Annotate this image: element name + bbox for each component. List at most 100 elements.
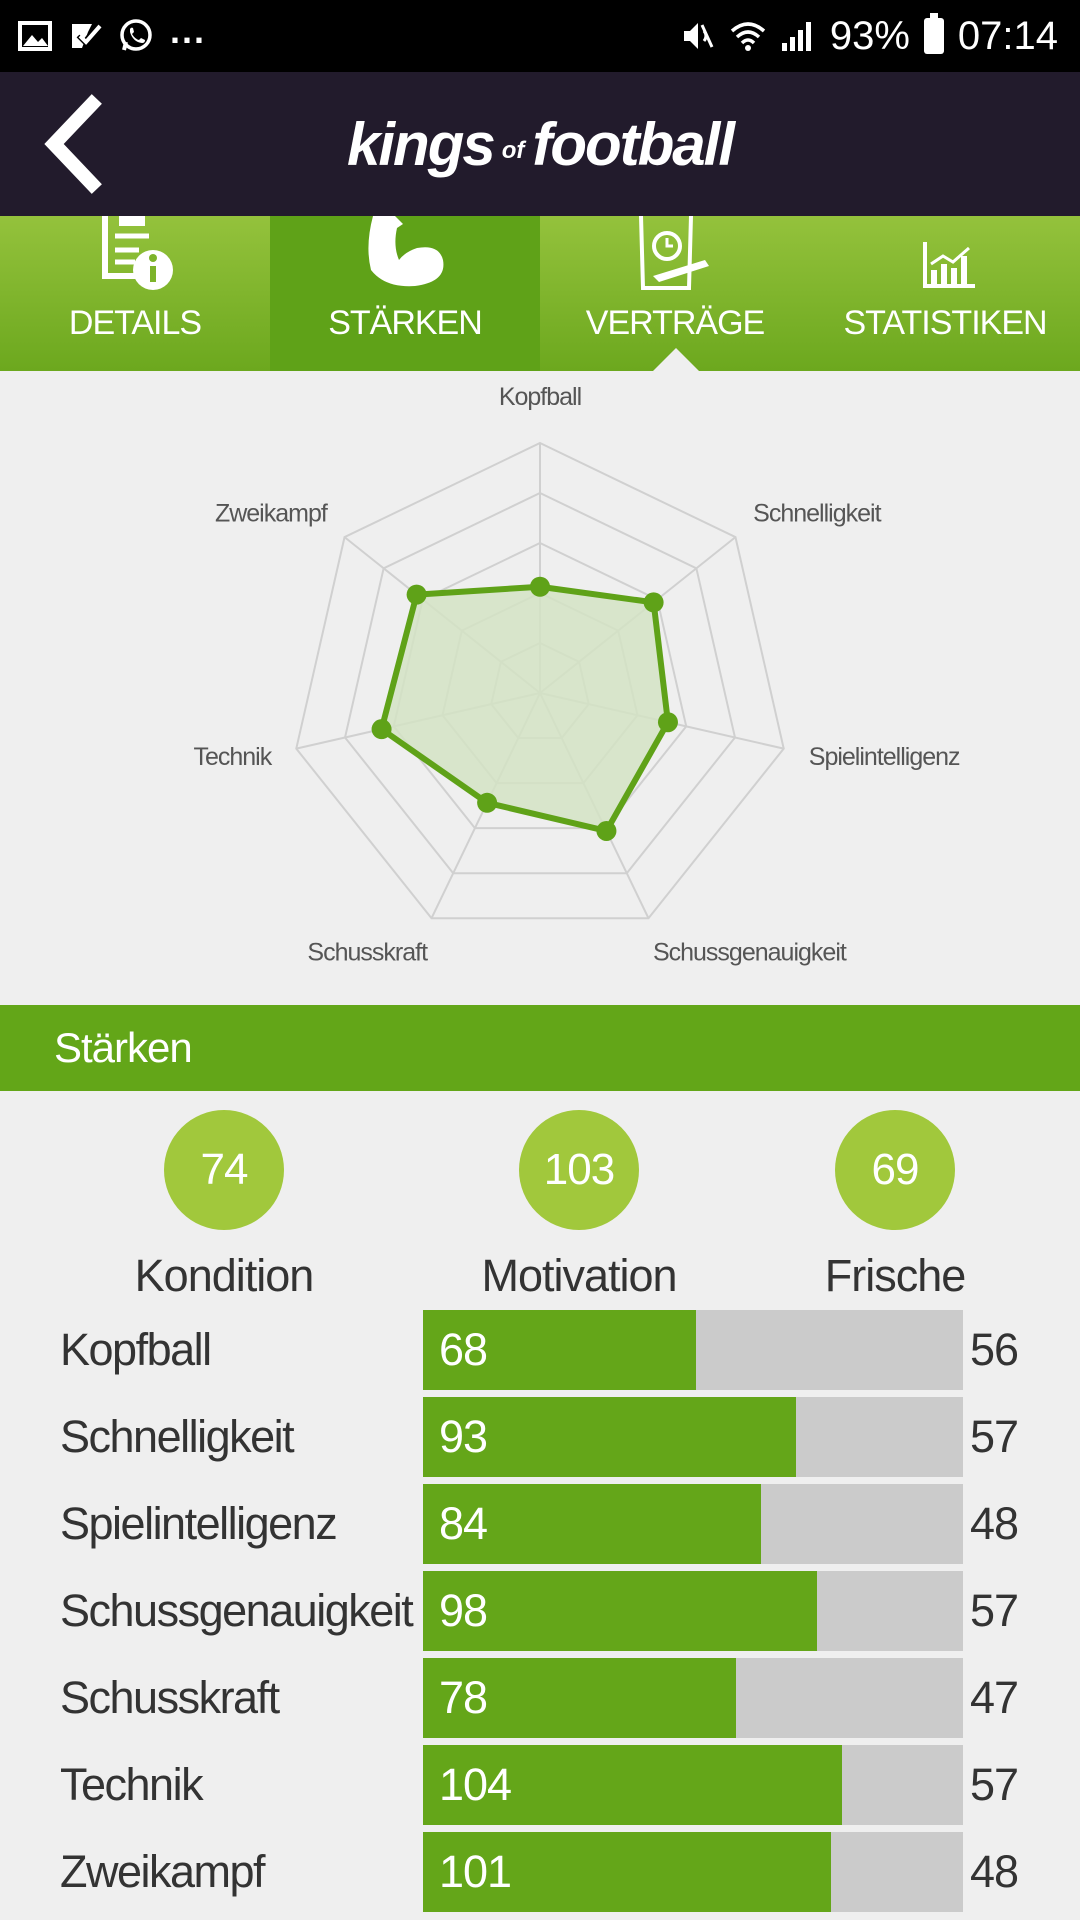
bar-chart-icon	[923, 242, 975, 288]
radar-point-zweikampf	[406, 584, 427, 605]
tab-staerken-label: STÄRKEN	[328, 304, 483, 342]
radar-axis-label: Schussgenauigkeit	[653, 938, 847, 966]
battery-percent: 93%	[829, 13, 910, 58]
skill-bar-track: 84	[423, 1484, 963, 1564]
whatsapp-icon	[120, 19, 152, 51]
gallery-icon	[18, 21, 52, 51]
skill-bar-fill	[423, 1571, 818, 1651]
skill-value: 78	[439, 1672, 488, 1723]
battery-icon	[923, 13, 944, 54]
skill-row-schussgenauigkeit: Schussgenauigkeit 98 57	[0, 1571, 1080, 1651]
tab-statistiken[interactable]: STATISTIKEN	[810, 216, 1080, 371]
chevron-left-icon	[44, 94, 102, 194]
tab-details[interactable]: DETAILS	[0, 216, 270, 371]
summary-kondition: 74 Kondition	[104, 1110, 344, 1302]
notification-dots: ...	[170, 10, 207, 51]
radar-grid-ring	[343, 491, 737, 875]
app-logo: kings of football	[0, 72, 1080, 216]
skill-bar-track: 98	[423, 1571, 963, 1651]
tab-vertraege[interactable]: VERTRÄGE	[540, 216, 810, 371]
section-title: Stärken	[54, 1024, 193, 1071]
skill-bar-track: 104	[423, 1745, 963, 1825]
tab-bar: DETAILS STÄRKEN VERTRÄGE STATISTIKEN	[0, 216, 1080, 372]
skill-value: 84	[439, 1498, 488, 1549]
summary-frische: 69 Frische	[775, 1110, 1015, 1302]
clock-time: 07:14	[957, 13, 1058, 58]
skill-bar-fill	[423, 1745, 842, 1825]
radar-grid-ring	[295, 441, 785, 920]
logo-kings: kings	[347, 110, 496, 178]
radar-chart-svg: Kopfball Schnelligkeit Spielintelligenz Sch…	[193, 383, 961, 966]
app-header: kings of football	[0, 72, 1080, 216]
skill-bar-fill	[423, 1658, 737, 1738]
tab-details-label: DETAILS	[68, 304, 202, 342]
summary-label-kondition: Kondition	[134, 1250, 315, 1301]
skill-value: 93	[439, 1411, 488, 1462]
skill-max: 57	[970, 1759, 1019, 1810]
skill-bar-fill	[423, 1310, 696, 1390]
skill-bar-track: 101	[423, 1832, 963, 1912]
check-task-icon	[72, 22, 102, 48]
radar-point-schusskraft	[477, 792, 498, 813]
skill-name: Schusskraft	[60, 1672, 280, 1723]
contract-icon	[639, 216, 709, 290]
skill-max: 48	[970, 1498, 1019, 1549]
status-bar: ... 93% 07:14	[0, 0, 1080, 72]
flexed-arm-icon	[368, 216, 444, 287]
summary-motivation: 103 Motivation	[459, 1110, 699, 1302]
skill-name: Schnelligkeit	[60, 1411, 295, 1462]
skill-name: Zweikampf	[60, 1846, 266, 1897]
active-tab-indicator	[652, 348, 700, 372]
skill-row-schusskraft: Schusskraft 78 47	[0, 1658, 1080, 1738]
mute-icon	[683, 23, 714, 49]
radar-axis-label: Kopfball	[499, 383, 581, 411]
skill-max: 57	[970, 1585, 1019, 1636]
radar-series-area	[378, 583, 671, 834]
skill-max: 56	[970, 1324, 1019, 1375]
skill-name: Technik	[60, 1759, 204, 1810]
skill-value: 68	[439, 1324, 488, 1375]
skill-bar-track: 68	[423, 1310, 963, 1390]
tab-staerken[interactable]: STÄRKEN	[270, 216, 700, 372]
skill-row-zweikampf: Zweikampf 101 48	[0, 1832, 1080, 1912]
logo-of: of	[501, 137, 525, 164]
radar-axis-label: Spielintelligenz	[809, 743, 960, 771]
skill-bar-fill	[423, 1832, 831, 1912]
skill-max: 47	[970, 1672, 1019, 1723]
skill-bar-track: 93	[423, 1397, 963, 1477]
radar-axis-label: Schnelligkeit	[753, 499, 881, 527]
radar-point-spielintelligenz	[657, 712, 678, 733]
skill-name: Schussgenauigkeit	[60, 1585, 414, 1636]
tab-statistiken-label: STATISTIKEN	[843, 304, 1047, 342]
radar-axis-label: Zweikampf	[215, 499, 328, 527]
skill-row-technik: Technik 104 57	[0, 1745, 1080, 1825]
skill-max: 48	[970, 1846, 1019, 1897]
summary-value-kondition: 74	[164, 1110, 284, 1230]
radar-point-technik	[371, 719, 392, 740]
skill-value: 98	[439, 1585, 488, 1636]
tab-vertraege-label: VERTRÄGE	[585, 304, 765, 342]
wifi-icon	[730, 22, 765, 51]
skill-bar-fill	[423, 1484, 761, 1564]
back-button[interactable]	[30, 92, 130, 196]
radar-point-schussgenauigkeit	[596, 820, 617, 841]
signal-icon	[781, 22, 811, 51]
radar-axis-label: Schusskraft	[307, 938, 428, 966]
skill-value: 104	[439, 1759, 512, 1810]
clipboard-info-icon	[102, 216, 173, 290]
summary-label-motivation: Motivation	[481, 1250, 677, 1301]
logo-football: football	[532, 110, 735, 178]
skill-row-schnelligkeit: Schnelligkeit 93 57	[0, 1397, 1080, 1477]
radar-axis-label: Technik	[193, 743, 272, 771]
summary-value-frische: 69	[835, 1110, 955, 1230]
radar-point-kopfball	[530, 576, 550, 597]
skill-name: Spielintelligenz	[60, 1498, 338, 1549]
skill-row-kopfball: Kopfball 68 56	[0, 1310, 1080, 1390]
skill-name: Kopfball	[60, 1324, 212, 1375]
skill-value: 101	[439, 1846, 512, 1897]
skill-bar-fill	[423, 1397, 796, 1477]
radar-point-schnelligkeit	[643, 592, 664, 613]
skill-row-spielintelligenz: Spielintelligenz 84 48	[0, 1484, 1080, 1564]
summary-value-motivation: 103	[519, 1110, 639, 1230]
skill-bar-track: 78	[423, 1658, 963, 1738]
